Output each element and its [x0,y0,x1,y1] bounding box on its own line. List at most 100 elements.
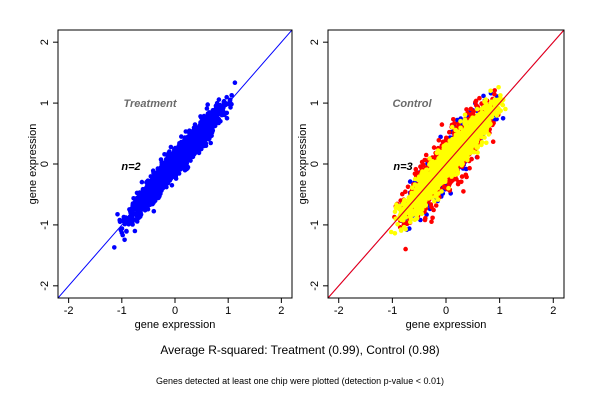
data-point [208,140,213,146]
data-point [201,113,207,119]
data-point [201,130,206,135]
data-point [198,114,203,119]
plot-area [58,30,292,298]
data-point [168,144,174,150]
data-point [180,142,186,148]
data-point [208,128,214,133]
data-point [464,107,469,112]
x-tick-label: 0 [172,305,178,317]
data-point [135,197,141,202]
x-tick-label: -2 [64,305,74,317]
data-point [492,88,498,93]
data-point [175,157,180,162]
panel-label: Treatment [124,98,178,110]
data-point [203,137,208,143]
data-point [459,179,464,185]
data-point [486,132,492,137]
data-point [193,126,199,132]
x-tick-label: 2 [278,305,284,317]
data-point [186,156,192,161]
data-point [127,214,133,219]
data-point [205,102,210,107]
data-point [127,207,132,212]
data-point [213,103,219,109]
data-point [455,181,461,187]
data-point [139,179,145,185]
data-point [500,116,506,121]
data-point [451,117,456,122]
data-point [196,143,201,149]
data-point [467,165,472,171]
data-point [136,213,142,219]
data-point [227,97,233,103]
data-point [200,124,206,130]
data-point [490,139,496,144]
data-point [229,101,234,107]
data-point [169,160,175,166]
data-point [199,135,204,140]
data-point [145,191,151,196]
data-point [412,171,418,176]
data-point [188,130,193,136]
data-point [157,175,163,180]
data-point [222,112,227,118]
data-point [124,229,129,234]
data-point [138,210,143,215]
data-point [211,108,216,113]
data-point [459,174,465,179]
data-point [179,148,184,153]
data-point [439,122,445,127]
y-tick-label: 0 [39,161,51,167]
data-point [503,106,508,112]
data-point [458,118,463,124]
data-point [130,222,135,227]
data-point [206,136,211,142]
x-axis-label: gene expression [135,319,216,331]
data-point [179,134,184,139]
data-point [202,140,208,146]
data-point [196,150,202,156]
plot-area [328,30,564,298]
data-point [134,219,140,224]
data-point [125,217,130,222]
data-point [211,111,216,116]
data-point [156,188,162,193]
data-point [431,145,437,150]
data-point [452,121,457,126]
data-point [175,151,181,157]
data-point [119,226,125,231]
data-point [429,204,434,210]
data-point [432,199,437,204]
data-point [140,186,146,192]
data-point [392,231,398,236]
data-point [433,203,439,208]
x-tick-label: 1 [225,305,231,317]
data-point [216,97,222,102]
data-point [422,157,428,163]
data-point [232,80,238,85]
data-point [215,117,221,123]
data-point [449,179,454,184]
y-tick-label: -1 [39,220,51,230]
data-point [204,106,210,111]
y-axis-label: gene expression [27,124,39,205]
data-point [423,215,428,221]
data-point [149,192,155,197]
data-point [413,166,419,172]
data-point [166,150,171,156]
data-point [206,119,211,125]
data-point [132,228,138,234]
data-point [224,115,230,121]
data-point [205,113,211,119]
data-point [400,191,405,197]
data-point [119,230,125,235]
data-point [193,147,199,152]
data-point [429,219,434,224]
data-point [175,161,181,166]
data-point [122,237,127,243]
data-point [229,93,234,98]
data-point [117,219,123,225]
data-point [481,93,486,99]
